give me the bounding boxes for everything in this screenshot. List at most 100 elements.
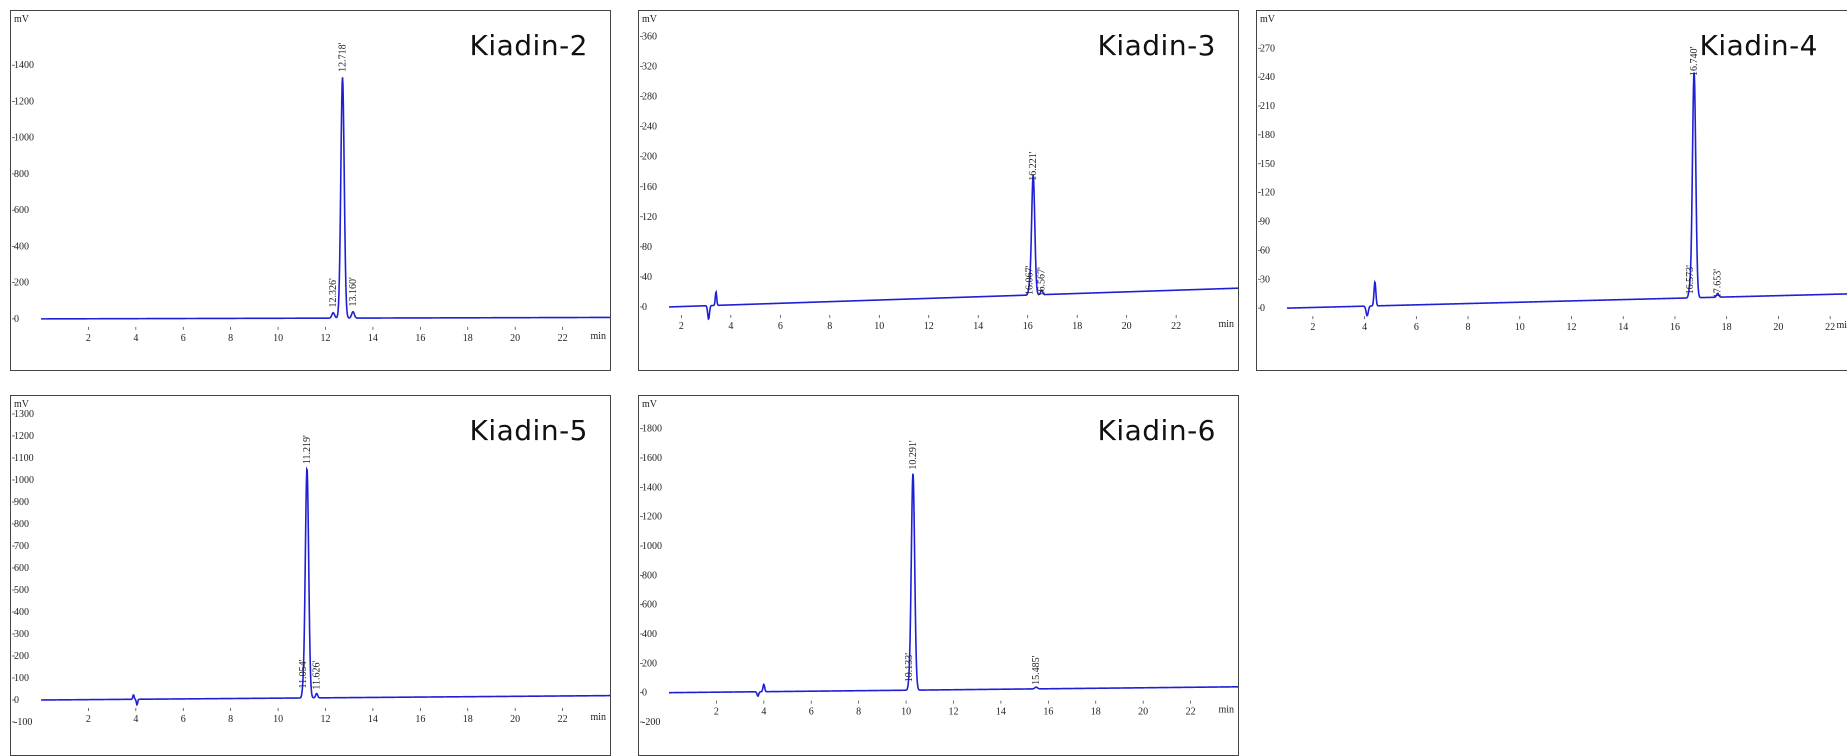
panel-title: Kiadin-4 xyxy=(1699,29,1818,62)
x-tick-label: 4 xyxy=(133,714,138,725)
x-tick-label: 14 xyxy=(368,714,378,725)
y-tick-label: 90 xyxy=(1260,217,1270,228)
y-tick-label: 600 xyxy=(14,563,29,574)
y-tick-label: 0 xyxy=(1260,303,1265,314)
x-tick-label: 12 xyxy=(924,321,934,332)
x-tick-label: 6 xyxy=(181,714,186,725)
y-tick-label: 1000 xyxy=(14,133,34,144)
x-tick-label: 2 xyxy=(679,321,684,332)
y-tick-label: 240 xyxy=(642,122,657,133)
y-axis-label: mV xyxy=(14,399,30,410)
chromatogram-trace xyxy=(668,473,1238,698)
y-tick-label: 120 xyxy=(1260,188,1275,199)
y-tick-label: 180 xyxy=(1260,130,1275,141)
x-tick-label: 2 xyxy=(714,707,719,718)
peak-label: 16.221' xyxy=(1028,151,1039,181)
x-tick-label: 10 xyxy=(874,321,884,332)
y-tick-label: 200 xyxy=(642,658,657,669)
y-tick-label: 320 xyxy=(642,62,657,73)
x-tick-label: 18 xyxy=(463,333,473,344)
x-tick-label: 18 xyxy=(1091,707,1101,718)
y-tick-label: 800 xyxy=(14,169,29,180)
y-tick-label: 40 xyxy=(642,272,652,283)
panel-title: Kiadin-5 xyxy=(469,414,588,447)
chromatogram-svg: 0 30 60 90 120 150 180 210 240 270 mV 2 4 6 8 10 12 14 16 1… xyxy=(1258,14,1847,333)
x-tick-label: 4 xyxy=(1362,322,1367,333)
x-tick-label: 22 xyxy=(1171,321,1181,332)
x-tick-label: 12 xyxy=(1567,322,1577,333)
x-tick-label: 20 xyxy=(1138,707,1148,718)
peak-label: 17.653' xyxy=(1713,269,1724,299)
x-tick-label: 4 xyxy=(728,321,733,332)
y-tick-label: 200 xyxy=(14,278,29,289)
y-tick-label: 200 xyxy=(642,152,657,163)
x-tick-label: 22 xyxy=(1825,322,1835,333)
y-tick-label: 120 xyxy=(642,212,657,223)
x-tick-label: 6 xyxy=(778,321,783,332)
chromatogram-trace xyxy=(41,77,610,320)
x-tick-label: 22 xyxy=(558,333,568,344)
y-tick-label: 1800 xyxy=(642,424,662,435)
y-tick-label: 240 xyxy=(1260,72,1275,83)
peak-label: 11.054' xyxy=(298,659,309,688)
x-tick-label: 16 xyxy=(415,333,425,344)
x-tick-label: 18 xyxy=(463,714,473,725)
y-tick-label: 0 xyxy=(642,302,647,313)
y-tick-label: 0 xyxy=(14,314,19,325)
x-tick-label: 6 xyxy=(809,707,814,718)
y-tick-label: 500 xyxy=(14,585,29,596)
x-tick-label: 8 xyxy=(827,321,832,332)
x-tick-label: 16 xyxy=(1670,322,1680,333)
peak-label: 10.291' xyxy=(908,440,919,470)
x-tick-label: 2 xyxy=(86,333,91,344)
x-tick-label: 14 xyxy=(368,333,378,344)
y-tick-label: 0 xyxy=(14,695,19,706)
x-axis-label: min xyxy=(1218,705,1234,716)
chromatogram-trace xyxy=(668,174,1238,321)
y-tick-label: 400 xyxy=(642,629,657,640)
y-axis-label: mV xyxy=(642,14,658,25)
x-tick-label: 16 xyxy=(415,714,425,725)
chromatogram-svg: -100 0 100 200 300 400 500 600 700 800 900 1000 1100… xyxy=(12,399,610,728)
y-tick-label: 1300 xyxy=(14,409,34,420)
y-axis-label: mV xyxy=(642,399,658,410)
panel-title: Kiadin-3 xyxy=(1097,29,1216,62)
x-tick-label: 4 xyxy=(133,333,138,344)
x-tick-label: 6 xyxy=(181,333,186,344)
x-tick-label: 12 xyxy=(321,714,331,725)
peak-label: 11.219' xyxy=(302,435,313,464)
chromatogram-svg: 0 40 80 120 160 200 240 280 320 360 mV 2 4 6 8 10 12 14 16… xyxy=(640,14,1238,332)
x-tick-label: 16 xyxy=(1043,707,1053,718)
chromatogram-kiadin-2: 0 200 400 600 800 1000 1200 1400 mV 2 4 6 8 10 12 14 16 1… xyxy=(10,10,611,371)
y-tick-label: 160 xyxy=(642,182,657,193)
y-tick-label: 300 xyxy=(14,629,29,640)
chromatogram-trace xyxy=(41,466,610,707)
x-tick-label: 8 xyxy=(228,714,233,725)
y-tick-label: 1400 xyxy=(642,482,662,493)
x-tick-label: 10 xyxy=(901,707,911,718)
peak-label: 12.718' xyxy=(338,42,349,72)
x-tick-label: 12 xyxy=(949,707,959,718)
x-axis-label: min xyxy=(1218,319,1234,330)
peak-label: 16.573' xyxy=(1685,265,1696,295)
y-tick-label: 1000 xyxy=(14,475,34,486)
peak-label: 16.740' xyxy=(1689,46,1700,76)
x-tick-label: 4 xyxy=(761,707,766,718)
x-tick-label: 2 xyxy=(1310,322,1315,333)
chromatogram-kiadin-5: -100 0 100 200 300 400 500 600 700 800 900 1000 1100… xyxy=(10,395,611,756)
y-tick-label: 0 xyxy=(642,688,647,699)
y-tick-label: 80 xyxy=(642,242,652,253)
x-tick-label: 16 xyxy=(1023,321,1033,332)
y-tick-label: 1200 xyxy=(642,512,662,523)
y-tick-label: 1200 xyxy=(14,96,34,107)
x-tick-label: 10 xyxy=(273,714,283,725)
y-axis-label: mV xyxy=(14,14,30,25)
x-tick-label: 6 xyxy=(1414,322,1419,333)
chromatogram-svg: -200 0 200 400 600 800 1000 1200 1400 1600 1800 mV 2… xyxy=(640,399,1238,728)
y-tick-label: 60 xyxy=(1260,245,1270,256)
y-tick-label: 270 xyxy=(1260,43,1275,54)
peak-label: 12.326' xyxy=(328,278,339,308)
chromatogram-kiadin-3: 0 40 80 120 160 200 240 280 320 360 mV 2 4 6 8 10 12 14 16… xyxy=(638,10,1239,371)
y-tick-label: 150 xyxy=(1260,159,1275,170)
x-tick-label: 10 xyxy=(273,333,283,344)
